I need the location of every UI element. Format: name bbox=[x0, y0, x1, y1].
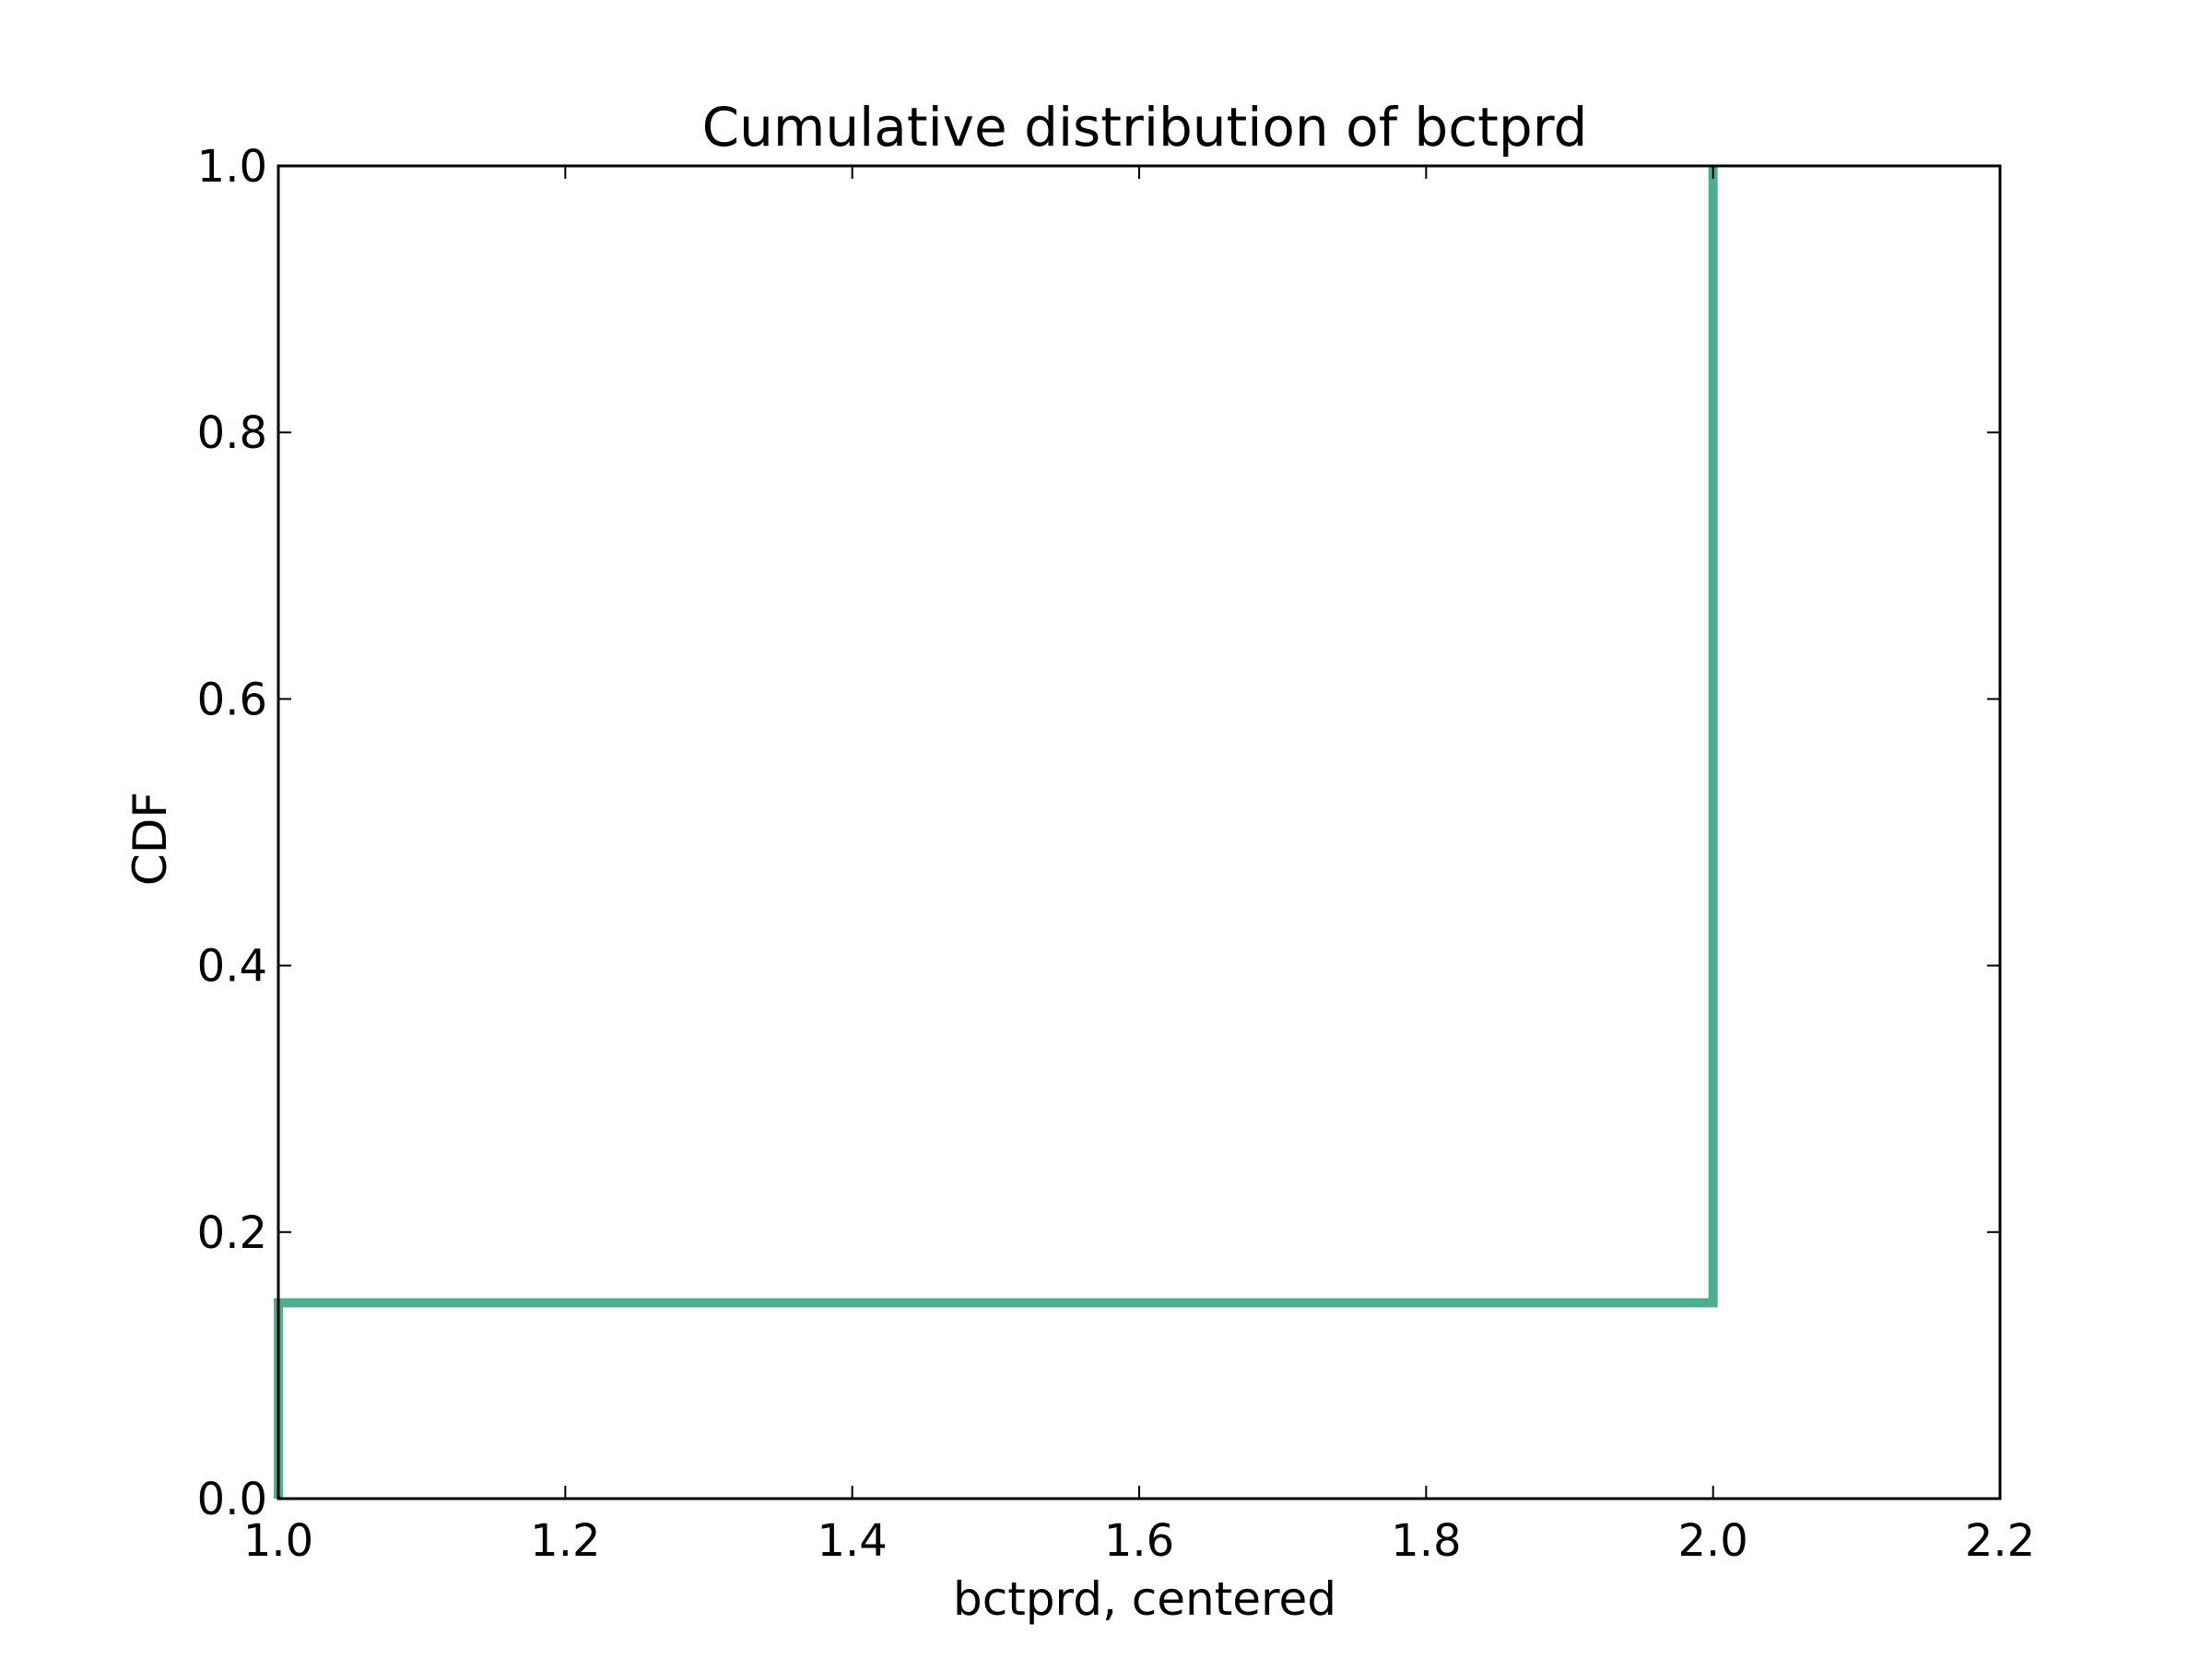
x-tick-label: 2.2 bbox=[1965, 1515, 2035, 1567]
x-tick-label: 1.8 bbox=[1391, 1515, 1461, 1567]
y-tick-label: 0.4 bbox=[197, 941, 267, 993]
y-tick-label: 0.6 bbox=[197, 674, 267, 725]
x-tick-label: 1.2 bbox=[530, 1515, 600, 1567]
y-tick-label: 1.0 bbox=[197, 141, 267, 193]
x-tick-label: 1.6 bbox=[1104, 1515, 1174, 1567]
plot-area: 1.0 1.2 1.4 1.6 1.8 2.0 2.2 0.0 0.2 0.4 0.6 0.8 1.0 bbox=[197, 141, 2036, 1567]
y-tick-label: 0.8 bbox=[197, 407, 267, 459]
x-tick-label: 1.0 bbox=[243, 1515, 313, 1567]
y-tick-label: 0.0 bbox=[197, 1474, 267, 1525]
x-axis-label: bctprd, centered bbox=[953, 1572, 1336, 1626]
x-tick-label: 2.0 bbox=[1677, 1515, 1747, 1567]
x-tick-label: 1.4 bbox=[817, 1515, 887, 1567]
y-tick-label: 0.2 bbox=[197, 1207, 267, 1259]
y-axis-label: CDF bbox=[124, 792, 177, 886]
cdf-series-line-0 bbox=[274, 166, 1718, 1499]
chart-title: Cumulative distribution of bctprd bbox=[702, 96, 1588, 159]
